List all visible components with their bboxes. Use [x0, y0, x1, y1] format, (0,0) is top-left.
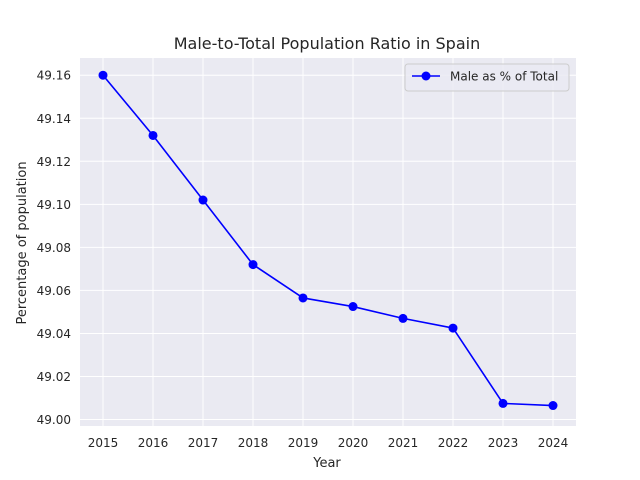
y-axis-ticks: 49.00 49.02 49.04 49.06 49.08 49.10 49.12 49.14…	[37, 69, 71, 427]
data-series	[98, 70, 558, 411]
y-tick-label: 49.02	[37, 370, 71, 384]
y-tick-label: 49.06	[37, 284, 71, 298]
data-point	[98, 70, 108, 80]
x-tick-label: 2022	[438, 436, 469, 450]
y-tick-label: 49.04	[37, 327, 71, 341]
x-tick-label: 2018	[238, 436, 269, 450]
legend-box	[404, 63, 570, 92]
x-tick-label: 2021	[388, 436, 419, 450]
data-point	[448, 323, 458, 333]
data-point	[148, 130, 158, 140]
legend-dot-marker	[421, 71, 431, 81]
x-tick-label: 2019	[288, 436, 319, 450]
legend: Male as % of Total	[404, 63, 570, 92]
y-tick-label: 49.12	[37, 155, 71, 169]
plot-background	[80, 58, 576, 426]
legend-label: Male as % of Total	[450, 70, 558, 84]
y-tick-label: 49.14	[37, 112, 71, 126]
y-axis-label: Percentage of population	[15, 161, 30, 324]
data-point	[248, 260, 258, 270]
data-point	[198, 195, 208, 205]
data-point	[398, 313, 408, 323]
x-tick-label: 2024	[538, 436, 569, 450]
x-axis-ticks: 2015 2016 2017 2018 2019 2020 2021 2022 2023 2024	[88, 436, 569, 450]
chart-title: Male-to-Total Population Ratio in Spain	[174, 34, 480, 53]
y-tick-label: 49.10	[37, 198, 71, 212]
grid-lines	[80, 58, 576, 426]
x-axis-label: Year	[312, 456, 341, 471]
y-tick-label: 49.08	[37, 241, 71, 255]
data-point	[298, 293, 308, 303]
data-point	[548, 401, 558, 411]
series-line	[102, 74, 554, 407]
x-tick-label: 2020	[338, 436, 369, 450]
x-tick-label: 2016	[138, 436, 169, 450]
y-tick-label: 49.16	[37, 69, 71, 83]
data-point	[498, 398, 508, 408]
x-tick-label: 2023	[488, 436, 519, 450]
y-tick-label: 49.00	[37, 413, 71, 427]
x-tick-label: 2015	[88, 436, 119, 450]
x-tick-label: 2017	[188, 436, 219, 450]
data-point	[348, 302, 358, 312]
